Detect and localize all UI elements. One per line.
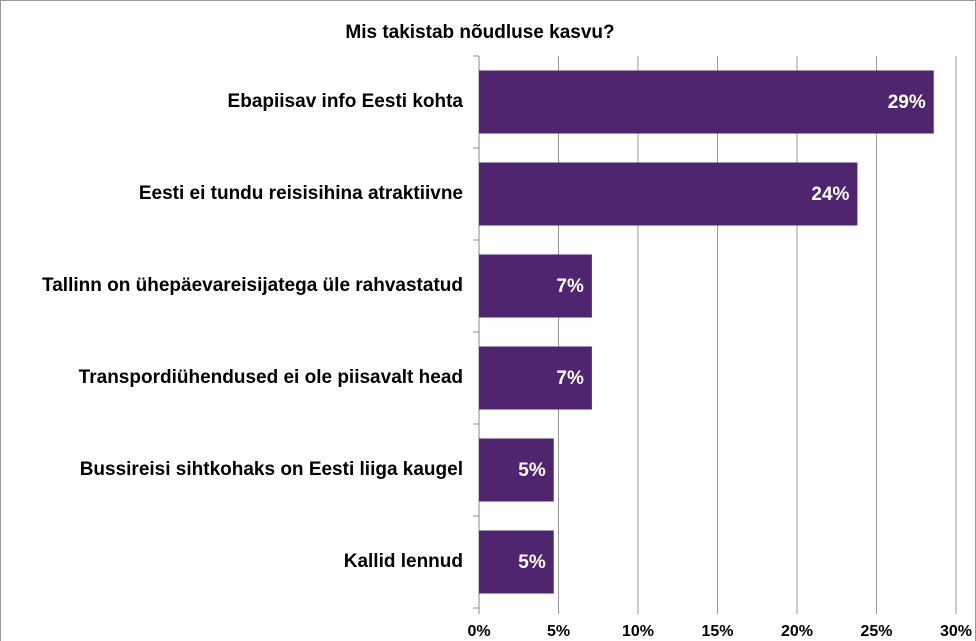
y-tick-label: Kallid lennud <box>343 551 463 572</box>
x-tick-label: 15% <box>701 623 733 640</box>
y-tick-label: Eesti ei tundu reisisihina atraktiivne <box>138 183 463 204</box>
y-tick-label: Tallinn on ühepäevareisijatega üle rahva… <box>42 275 463 296</box>
bar <box>479 254 592 318</box>
x-tick-label: 25% <box>860 623 892 640</box>
y-tick-label: Transpordiühendused ei ole piisavalt hea… <box>78 367 463 388</box>
y-tick-label: Ebapiisav info Eesti kohta <box>227 91 463 112</box>
chart-title: Mis takistab nõudluse kasvu? <box>345 22 614 43</box>
x-tick-label: 0% <box>467 623 490 640</box>
y-tick-label: Bussireisi sihtkohaks on Eesti liiga kau… <box>79 459 463 480</box>
x-tick-label: 20% <box>781 623 813 640</box>
data-label: 7% <box>556 368 584 389</box>
x-tick-label: 30% <box>940 623 972 640</box>
bar <box>479 530 554 594</box>
data-label: 29% <box>888 92 926 113</box>
bar <box>479 438 554 502</box>
x-tick-label: 10% <box>622 623 654 640</box>
data-label: 24% <box>811 184 849 205</box>
data-label: 5% <box>518 552 546 573</box>
bar <box>479 162 858 226</box>
x-tick-label: 5% <box>547 623 570 640</box>
bar <box>479 70 934 134</box>
data-label: 7% <box>556 276 584 297</box>
bar <box>479 346 592 410</box>
data-label: 5% <box>518 460 546 481</box>
